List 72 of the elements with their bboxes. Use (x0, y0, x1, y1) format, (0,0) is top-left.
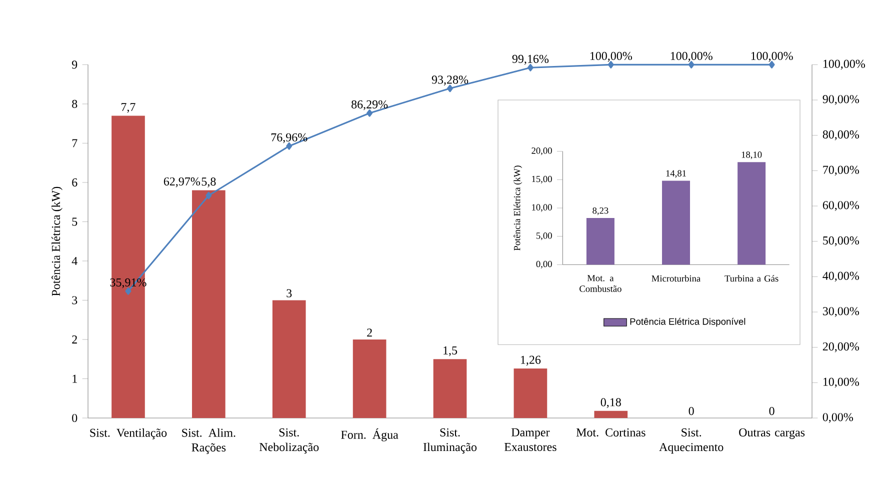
x-tick-label: Mot. a Combustão (580, 275, 622, 292)
bar (514, 368, 548, 418)
x-tick-label: Sist. Iluminação (423, 428, 477, 454)
data-label: 7,7 (122, 103, 136, 113)
legend-label: Potência Elétrica Disponível (630, 318, 746, 327)
data-label: 86,29% (352, 100, 388, 110)
data-label: 100,00% (751, 52, 793, 62)
y2-tick-label: 10,00% (823, 378, 860, 388)
y2-tick-label: 0,00% (822, 413, 854, 423)
y-axis-title: Potência Elétrica (kW) (52, 186, 62, 296)
y-tick-label: 5,00 (536, 232, 552, 240)
x-tick-label: Outras cargas (739, 428, 805, 439)
x-tick-label: Forn. Água (341, 428, 398, 442)
y-tick-label: 20,00 (532, 148, 552, 156)
bar (272, 300, 306, 418)
y-tick-label: 1 (72, 374, 77, 383)
y-tick-label: 9 (72, 60, 78, 69)
y-tick-label: 8 (72, 100, 78, 108)
x-tick-label: Damper Exaustores (504, 428, 556, 452)
bar (433, 359, 467, 418)
y-tick-label: 10,00 (532, 204, 552, 212)
data-label: 62,97% (164, 177, 200, 188)
y2-tick-label: 100,00% (823, 60, 866, 70)
point (206, 192, 212, 200)
data-label: 3 (286, 289, 292, 298)
bar (112, 116, 145, 418)
data-label: 93,28% (432, 76, 468, 86)
bar (662, 180, 690, 265)
x-tick-label: Sist. Ventilação (90, 428, 167, 440)
y-tick-label: 5 (72, 218, 78, 226)
data-label: 5,8 (202, 178, 216, 188)
data-label: 14,81 (666, 170, 686, 178)
data-label: 1,5 (444, 346, 458, 356)
data-label: 0 (688, 406, 694, 416)
y2-tick-label: 50,00% (823, 236, 860, 246)
y2-tick-label: 30,00% (822, 307, 860, 317)
data-label: 0 (769, 406, 774, 416)
bar (586, 218, 614, 265)
data-label: 99,16% (512, 54, 549, 65)
y-tick-label: 0 (72, 414, 78, 422)
y-tick-label: 2 (72, 336, 77, 344)
y2-tick-label: 90,00% (822, 95, 860, 105)
data-label: 100,00% (590, 52, 632, 62)
bar (352, 339, 386, 418)
bar (594, 410, 628, 418)
x-tick-label: Sist. Aquecimento (659, 428, 724, 454)
y-tick-label: 15,00 (532, 176, 552, 184)
data-label: 76,96% (271, 133, 308, 144)
data-label: 8,23 (592, 207, 608, 216)
x-tick-label: Sist. Alim. Rações (182, 428, 236, 454)
bar (738, 162, 766, 265)
y-tick-label: 7 (72, 139, 78, 148)
x-tick-label: Microturbina (652, 275, 701, 282)
bar (192, 190, 226, 418)
y2-tick-label: 40,00% (822, 272, 860, 282)
data-label: 2 (367, 328, 372, 337)
data-label: 1,26 (521, 356, 541, 366)
x-tick-label: Turbina a Gás (724, 275, 778, 282)
y2-tick-label: 70,00% (823, 166, 860, 176)
y2-tick-label: 60,00% (822, 201, 860, 211)
x-tick-label: Sist. Nebolização (259, 428, 319, 454)
y-tick-label: 6 (72, 178, 78, 186)
y-tick-label: 0,00 (536, 260, 552, 268)
data-label: 0,18 (600, 398, 621, 408)
y-axis-title: Potência Elétrica (kW) (514, 166, 522, 250)
y-tick-label: 4 (72, 257, 78, 265)
x-tick-label: Mot. Cortinas (576, 428, 646, 437)
data-label: 100,00% (670, 52, 712, 62)
y-tick-label: 3 (72, 296, 78, 304)
y2-tick-label: 80,00% (822, 130, 860, 140)
data-label: 18,10 (742, 152, 762, 160)
y2-tick-label: 20,00% (822, 342, 860, 352)
